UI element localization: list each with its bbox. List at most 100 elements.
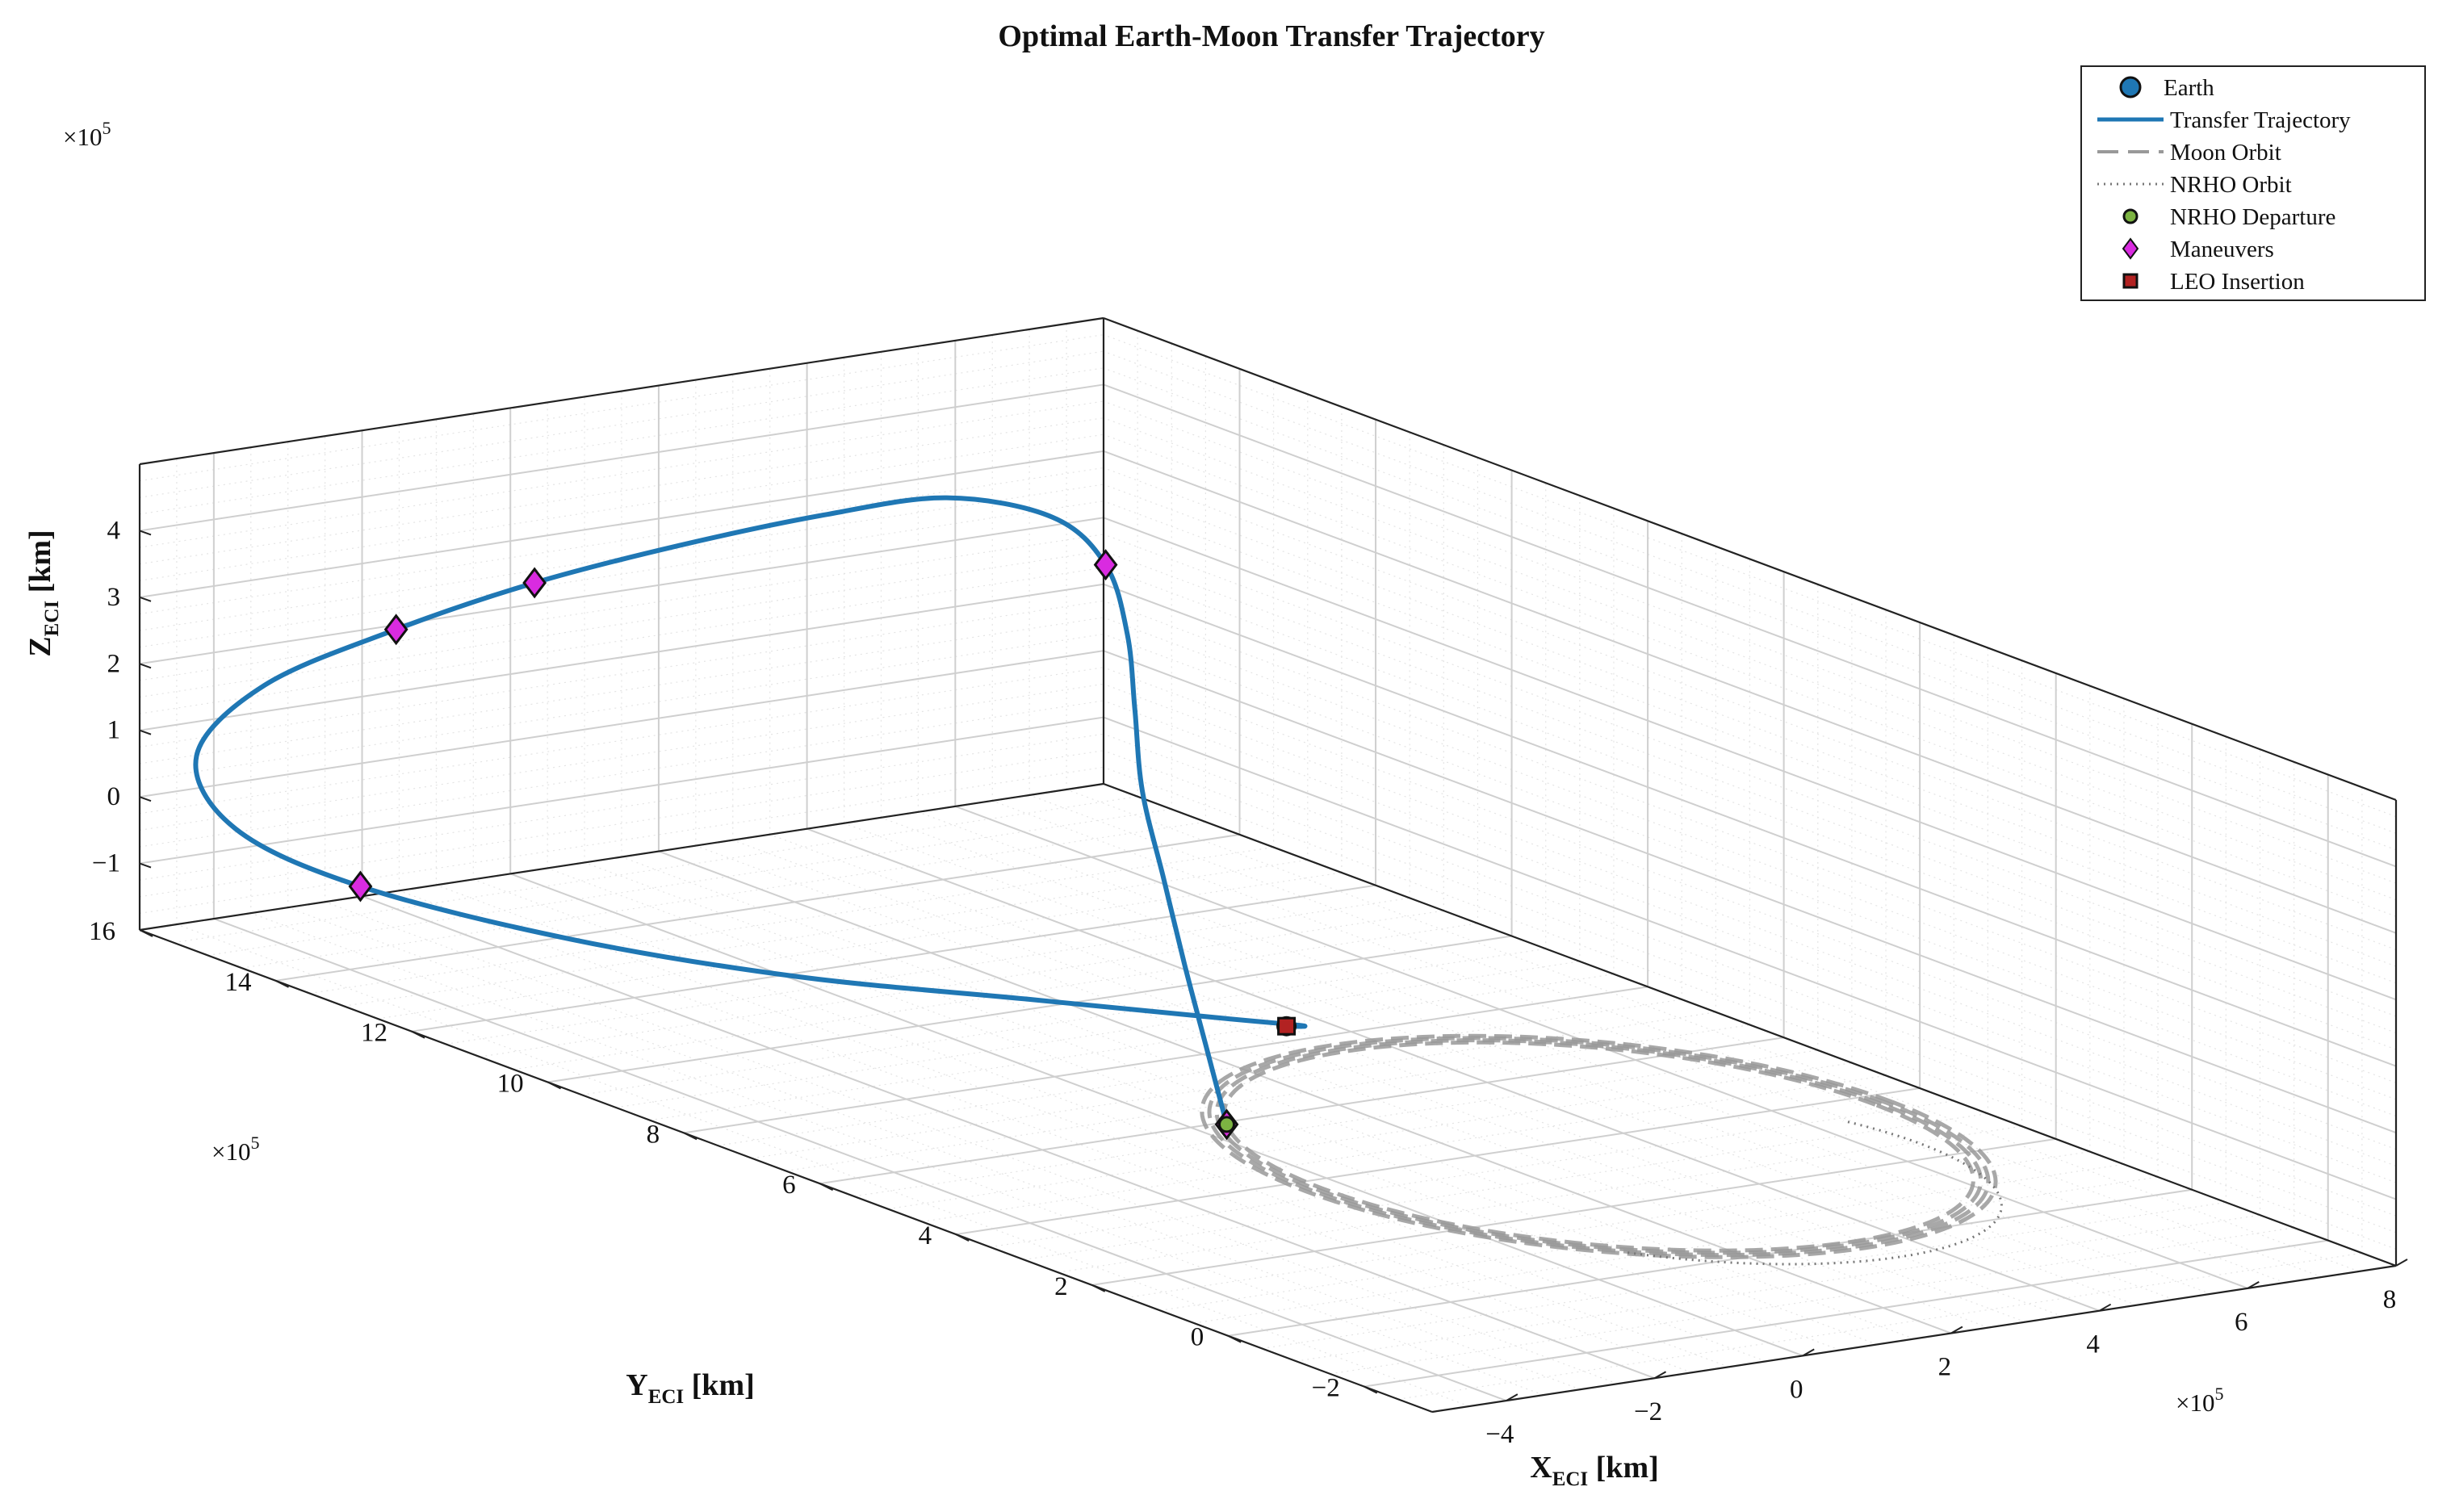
major-grid-line — [1103, 650, 2397, 1134]
leo-insertion-marker — [1277, 1016, 1297, 1036]
grid-lines — [139, 317, 2397, 1413]
square-marker-icon — [2122, 273, 2139, 289]
minor-grid-line — [1103, 750, 2397, 1233]
major-grid-line — [806, 827, 2100, 1312]
x-multiplier: ×105 — [2176, 1384, 2223, 1417]
moon-orbit-revolution — [1214, 1038, 1984, 1255]
minor-grid-line — [1103, 683, 2397, 1166]
major-grid-line — [411, 884, 1376, 1032]
minor-grid-line — [446, 897, 1410, 1045]
minor-grid-line — [309, 846, 1274, 995]
minor-grid-line — [343, 859, 1308, 1007]
minor-grid-line — [139, 733, 1104, 881]
y-multiplier: ×105 — [212, 1133, 259, 1166]
minor-grid-line — [584, 861, 1878, 1346]
y-tick-label: −2 — [1312, 1374, 1340, 1403]
minor-grid-line — [921, 1074, 1887, 1222]
nrho-departure-marker — [1218, 1116, 1236, 1133]
minor-grid-line — [139, 766, 1104, 914]
x-tick-label: 8 — [2383, 1285, 2397, 1314]
major-grid-line — [139, 383, 1104, 532]
minor-grid-line — [250, 912, 1544, 1396]
y-tick-label: 2 — [1054, 1272, 1068, 1301]
y-tick-mark — [547, 1081, 562, 1090]
legend-item-maneuvers: Maneuvers — [2122, 237, 2274, 262]
major-grid-line — [1103, 716, 2397, 1200]
minor-grid-line — [547, 867, 1841, 1351]
major-grid-line — [683, 986, 1648, 1134]
x-tick-label: 2 — [1938, 1353, 1952, 1382]
y-axis-line — [139, 928, 1433, 1414]
legend: Earth Transfer Trajectory Moon Orbit NRH… — [2080, 65, 2426, 301]
z-tick-mark — [139, 530, 152, 536]
major-grid-line — [139, 716, 1104, 865]
minor-grid-line — [1103, 350, 2397, 834]
maneuver-marker — [383, 614, 408, 646]
x-tick-mark — [2395, 1259, 2408, 1267]
y-tick-label: 10 — [497, 1070, 524, 1099]
minor-grid-line — [174, 796, 1138, 944]
major-grid-line — [1103, 450, 2397, 934]
minor-grid-line — [1103, 367, 2397, 851]
minor-grid-line — [139, 550, 1104, 698]
major-grid-line — [275, 833, 1240, 982]
minor-grid-line — [399, 890, 1692, 1373]
y-tick-label: 14 — [225, 968, 252, 997]
minor-grid-line — [1397, 1252, 2362, 1400]
minor-grid-line — [139, 683, 1104, 831]
major-grid-line — [139, 650, 1104, 798]
minor-grid-line — [139, 600, 1104, 748]
minor-grid-line — [887, 1062, 1852, 1210]
minor-grid-line — [1103, 484, 2397, 967]
minor-grid-line — [139, 501, 1104, 648]
major-grid-line — [819, 1037, 1784, 1185]
chart-title: Optimal Earth-Moon Transfer Trajectory — [998, 19, 1544, 53]
minor-grid-line — [139, 433, 1104, 581]
z-tick-label: 3 — [107, 583, 121, 612]
box-edge — [139, 316, 1104, 466]
legend-label-nrho: NRHO Orbit — [2170, 172, 2292, 198]
minor-grid-line — [139, 534, 1104, 681]
transfer-trajectory-series — [193, 495, 1308, 1125]
y-tick-mark — [139, 929, 153, 937]
minor-grid-line — [990, 1100, 1954, 1248]
y-tick-label: 0 — [1191, 1323, 1204, 1352]
minor-grid-line — [1103, 433, 2397, 917]
major-grid-line — [139, 583, 1104, 731]
minor-grid-line — [1103, 600, 2397, 1083]
x-tick-label: −4 — [1485, 1420, 1514, 1449]
x-tick-mark — [1802, 1348, 1815, 1357]
z-tick-mark — [139, 862, 152, 869]
legend-item-transfer: Transfer Trajectory — [2097, 107, 2351, 133]
minor-grid-line — [1262, 1201, 2227, 1350]
minor-grid-line — [139, 334, 1104, 482]
minor-grid-line — [881, 817, 2174, 1300]
minor-grid-line — [1103, 667, 2397, 1150]
minor-grid-line — [1066, 789, 2360, 1272]
minor-grid-line — [615, 961, 1580, 1108]
minor-grid-line — [1103, 334, 2397, 818]
minor-grid-line — [1103, 567, 2397, 1050]
z-tick-label: −1 — [92, 849, 120, 878]
legend-label-nrho-departure: NRHO Departure — [2170, 204, 2335, 230]
y-axis-label: YECI [km] — [626, 1368, 755, 1408]
marker-series — [348, 549, 1297, 1141]
minor-grid-line — [1103, 501, 2397, 984]
minor-grid-line — [139, 417, 1104, 565]
maneuver-marker — [348, 870, 373, 903]
minor-grid-line — [207, 808, 1172, 957]
legend-item-moon-orbit: Moon Orbit — [2097, 140, 2281, 165]
y-tick-mark — [1091, 1284, 1106, 1292]
x-tick-label: 6 — [2235, 1308, 2248, 1337]
legend-label-earth: Earth — [2164, 75, 2214, 101]
y-tick-mark — [1227, 1334, 1242, 1343]
z-tick-label: 1 — [107, 716, 121, 745]
minor-grid-line — [139, 667, 1104, 815]
z-multiplier: ×105 — [63, 118, 111, 151]
minor-grid-line — [241, 821, 1206, 969]
major-grid-line — [547, 935, 1512, 1083]
major-grid-line — [509, 873, 1803, 1357]
y-tick-mark — [819, 1183, 834, 1192]
transfer-trajectory-line — [193, 495, 1308, 1125]
z-tick-label: 4 — [107, 516, 121, 545]
